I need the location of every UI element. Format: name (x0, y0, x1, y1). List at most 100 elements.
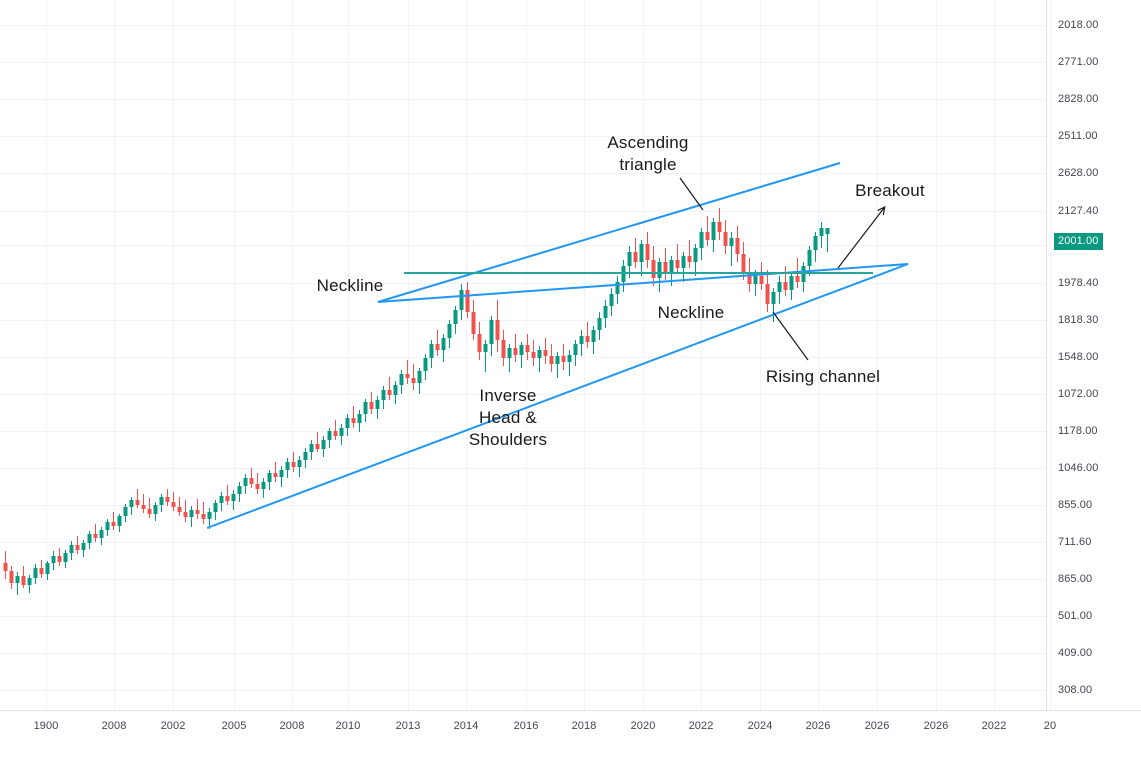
candlestick (495, 300, 500, 352)
price-tick-label: 2628.00 (1058, 167, 1099, 179)
candlestick (27, 575, 32, 593)
annotation-ascending-triangle[interactable]: Ascending triangle (607, 133, 689, 174)
channel-lower-trendline[interactable] (206, 263, 909, 529)
price-tick-label: 1046.00 (1058, 462, 1099, 474)
price-tick-label: 1978.40 (1058, 277, 1099, 289)
time-axis[interactable]: 1900 2008 2002 2005 2008 2010 2013 2014 2016 2018… (0, 712, 1141, 742)
price-tick-label: 2771.00 (1058, 56, 1099, 68)
time-tick-label: 2008 (101, 720, 127, 732)
candlestick (621, 260, 626, 292)
candlestick (489, 316, 494, 356)
annotation-breakout[interactable]: Breakout (855, 181, 925, 200)
candlestick (429, 340, 434, 368)
candlestick (591, 326, 596, 354)
price-tick-label: 2127.40 (1058, 205, 1099, 217)
last-price-badge[interactable]: 2001.00 (1054, 233, 1104, 250)
candlestick (117, 514, 122, 532)
annotation-neckline-right[interactable]: Neckline (657, 303, 725, 322)
time-tick-label: 2010 (335, 720, 361, 732)
candlestick (555, 352, 560, 378)
candlestick (129, 497, 134, 515)
candlestick (663, 248, 668, 280)
time-tick-label: 2008 (279, 720, 305, 732)
candlestick (381, 386, 386, 409)
candlestick (633, 238, 638, 268)
candlestick (3, 551, 8, 579)
candlestick (777, 276, 782, 304)
price-tick-label: 1072.00 (1058, 388, 1099, 400)
candlestick (639, 240, 644, 276)
time-tick-label: 2026 (864, 720, 890, 732)
candlestick (237, 482, 242, 502)
time-tick-label: 2022 (981, 720, 1007, 732)
candlestick (219, 492, 224, 511)
candlestick (195, 499, 200, 519)
candlestick (813, 232, 818, 262)
annotation-neckline-left[interactable]: Neckline (316, 276, 384, 295)
candlestick (801, 262, 806, 292)
price-axis[interactable]: 2018.00 2771.00 2828.00 2511.00 2628.00 2127.… (1048, 0, 1141, 710)
candlestick (51, 551, 56, 570)
annotation-rising-channel[interactable]: Rising channel (765, 367, 881, 386)
price-tick-label: 2828.00 (1058, 93, 1099, 105)
channel-upper-trendline[interactable] (377, 263, 909, 303)
candlestick (9, 566, 14, 589)
candlestick (459, 284, 464, 320)
candlestick (717, 208, 722, 240)
candlestick (93, 524, 98, 542)
candlestick (597, 312, 602, 340)
candlestick (105, 519, 110, 536)
candlestick (387, 377, 392, 400)
candlestick (699, 228, 704, 260)
candlestick (189, 506, 194, 527)
candlestick (321, 436, 326, 457)
candlestick (249, 468, 254, 488)
candlestick (165, 489, 170, 506)
candlestick (273, 462, 278, 482)
price-tick-label: 855.00 (1058, 499, 1093, 511)
time-tick-label: 2002 (160, 720, 186, 732)
candlestick (741, 242, 746, 280)
candlestick (111, 512, 116, 530)
candlestick (351, 406, 356, 428)
price-tick-label: 865.00 (1058, 573, 1093, 585)
candlestick (711, 218, 716, 252)
grid-layer (0, 0, 1051, 710)
time-tick-label: 2026 (805, 720, 831, 732)
candlestick (159, 494, 164, 512)
time-tick-label: 2020 (630, 720, 656, 732)
candlestick (153, 502, 158, 521)
time-tick-label: 1900 (33, 720, 59, 732)
price-tick-label: 2018.00 (1058, 19, 1099, 31)
price-tick-label: 1548.00 (1058, 351, 1099, 363)
candlestick (171, 492, 176, 511)
candlestick (87, 531, 92, 549)
trendlines-layer[interactable] (206, 162, 909, 529)
candlestick (297, 456, 302, 477)
candlestick (57, 548, 62, 566)
candlestick (681, 252, 686, 282)
candlestick (693, 244, 698, 276)
candlestick (609, 288, 614, 316)
candlestick (513, 334, 518, 362)
time-tick-label: 2016 (513, 720, 539, 732)
annotation-leaders-layer (679, 177, 884, 361)
price-tick-label: 711.60 (1058, 536, 1092, 548)
candlestick (501, 330, 506, 366)
candlestick (15, 572, 20, 595)
candlestick (279, 466, 284, 487)
candlestick (207, 508, 212, 529)
candlestick (453, 306, 458, 334)
annotation-inverse-head-shoulders[interactable]: Inverse Head & Shoulders (468, 386, 548, 449)
candlestick (357, 410, 362, 432)
candlestick (147, 498, 152, 518)
candlestick (615, 276, 620, 304)
candlestick (675, 244, 680, 274)
ascending-triangle-upper[interactable] (377, 162, 841, 303)
candlestick (705, 216, 710, 246)
candlestick (447, 320, 452, 348)
candlestick (411, 364, 416, 390)
time-tick-label: 2018 (571, 720, 597, 732)
candlestick (819, 222, 824, 248)
